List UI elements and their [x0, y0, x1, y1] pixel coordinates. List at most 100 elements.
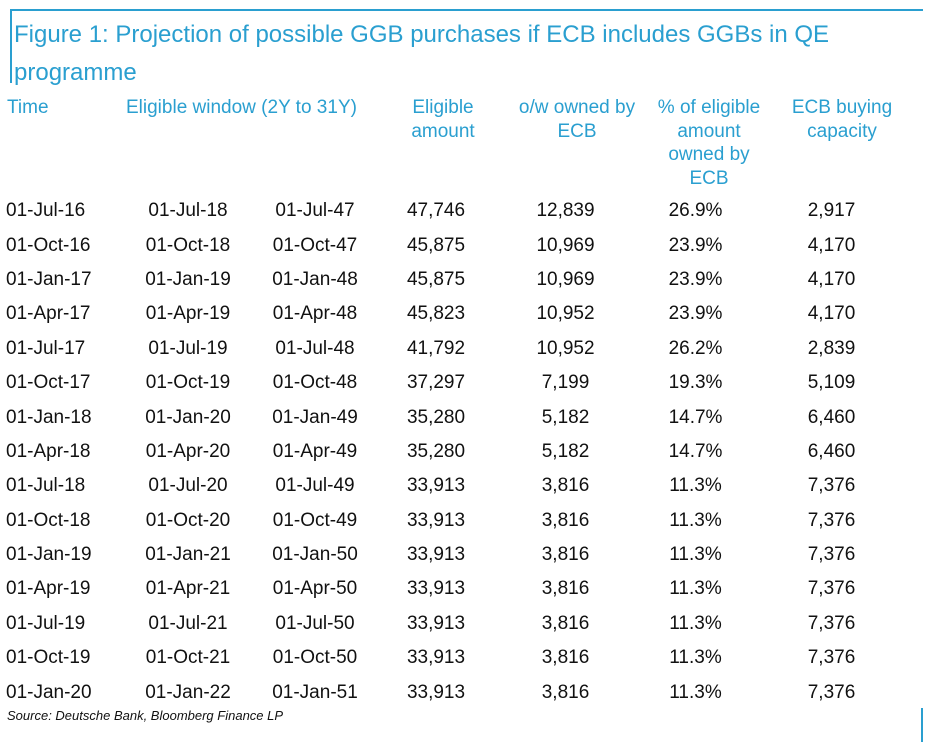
cell-time: 01-Apr-18 — [6, 440, 91, 462]
cell-owned-by-ecb: 5,182 — [541, 406, 590, 428]
cell-buying-capacity: 6,460 — [807, 440, 856, 462]
cell-eligible-amount: 33,913 — [406, 509, 466, 531]
table-row: 01-Apr-17 01-Apr-19 01-Apr-48 45,823 10,952 2… — [0, 297, 910, 331]
table-row: 01-Jan-17 01-Jan-19 01-Jan-48 45,875 10,969 2… — [0, 263, 910, 297]
cell-eligible-amount: 33,913 — [406, 578, 466, 600]
cell-window-start: 01-Oct-19 — [145, 372, 231, 394]
cell-window-start: 01-Apr-20 — [145, 440, 231, 462]
cell-owned-by-ecb: 5,182 — [541, 440, 590, 462]
header-time: Time — [7, 97, 49, 118]
cell-time: 01-Jan-19 — [6, 544, 92, 566]
cell-owned-by-ecb: 3,816 — [541, 509, 590, 531]
cell-window-end: 01-Jan-51 — [272, 681, 358, 703]
cell-time: 01-Jul-18 — [6, 475, 86, 497]
cell-pct-owned: 11.3% — [669, 578, 722, 600]
cell-window-start: 01-Jul-19 — [148, 337, 228, 359]
cell-eligible-amount: 37,297 — [406, 372, 466, 394]
cell-eligible-amount: 33,913 — [406, 681, 466, 703]
header-buying-capacity: ECB buying capacity — [791, 97, 893, 142]
cell-buying-capacity: 7,376 — [807, 578, 856, 600]
cell-time: 01-Jan-18 — [6, 406, 92, 428]
table-row: 01-Apr-19 01-Apr-21 01-Apr-50 33,913 3,816 11… — [0, 572, 910, 606]
left-border-rule — [10, 9, 12, 83]
header-eligible-amount: Eligible amount — [411, 97, 475, 142]
cell-eligible-amount: 35,280 — [406, 406, 466, 428]
cell-pct-owned: 11.3% — [669, 612, 722, 634]
cell-window-end: 01-Apr-48 — [272, 303, 358, 325]
cell-eligible-amount: 33,913 — [406, 647, 466, 669]
cell-eligible-amount: 45,823 — [406, 303, 466, 325]
cell-pct-owned: 23.9% — [668, 303, 723, 325]
cell-window-start: 01-Jan-22 — [145, 681, 231, 703]
cell-owned-by-ecb: 10,952 — [536, 303, 595, 325]
cell-window-end: 01-Jul-48 — [275, 337, 355, 359]
cell-eligible-amount: 35,280 — [406, 440, 466, 462]
cell-time: 01-Oct-17 — [6, 372, 91, 394]
cell-owned-by-ecb: 7,199 — [541, 372, 590, 394]
cell-pct-owned: 11.3% — [669, 475, 722, 497]
cell-buying-capacity: 7,376 — [807, 647, 856, 669]
header-owned-by-ecb: o/w owned by ECB — [518, 97, 636, 142]
cell-pct-owned: 11.3% — [669, 647, 722, 669]
cell-window-start: 01-Jan-19 — [145, 268, 231, 290]
cell-pct-owned: 11.3% — [669, 681, 722, 703]
table-row: 01-Jan-20 01-Jan-22 01-Jan-51 33,913 3,816 11… — [0, 675, 910, 709]
cell-window-start: 01-Jul-18 — [148, 200, 228, 222]
cell-window-end: 01-Oct-50 — [272, 647, 358, 669]
cell-pct-owned: 26.2% — [668, 337, 723, 359]
cell-window-end: 01-Jul-49 — [275, 475, 355, 497]
table-row: 01-Jul-17 01-Jul-19 01-Jul-48 41,792 10,952 2… — [0, 332, 910, 366]
table-row: 01-Jan-19 01-Jan-21 01-Jan-50 33,913 3,816 11… — [0, 538, 910, 572]
cell-window-start: 01-Jul-21 — [148, 612, 228, 634]
cell-window-start: 01-Oct-18 — [145, 234, 231, 256]
cell-window-start: 01-Apr-21 — [145, 578, 231, 600]
cell-window-end: 01-Apr-49 — [272, 440, 358, 462]
table-row: 01-Oct-19 01-Oct-21 01-Oct-50 33,913 3,816 11… — [0, 641, 910, 675]
cell-owned-by-ecb: 10,969 — [536, 268, 595, 290]
cell-window-end: 01-Oct-48 — [272, 372, 358, 394]
cell-time: 01-Apr-19 — [6, 578, 91, 600]
cell-pct-owned: 14.7% — [668, 440, 723, 462]
cell-eligible-amount: 41,792 — [406, 337, 466, 359]
table-row: 01-Oct-16 01-Oct-18 01-Oct-47 45,875 10,969 2… — [0, 228, 910, 262]
header-pct-owned: % of eligible amount owned by ECB — [657, 97, 761, 189]
cell-window-end: 01-Oct-47 — [272, 234, 358, 256]
projection-table: 01-Jul-16 01-Jul-18 01-Jul-47 47,746 12,839 2… — [0, 194, 910, 710]
cell-window-start: 01-Apr-19 — [145, 303, 231, 325]
cell-time: 01-Jul-16 — [6, 200, 86, 222]
cell-buying-capacity: 7,376 — [807, 544, 856, 566]
cell-pct-owned: 11.3% — [669, 509, 722, 531]
cell-owned-by-ecb: 3,816 — [541, 647, 590, 669]
cell-window-end: 01-Jan-50 — [272, 544, 358, 566]
cell-owned-by-ecb: 3,816 — [541, 544, 590, 566]
cell-buying-capacity: 7,376 — [807, 612, 856, 634]
table-row: 01-Jul-19 01-Jul-21 01-Jul-50 33,913 3,816 11… — [0, 607, 910, 641]
cell-buying-capacity: 2,917 — [807, 200, 856, 222]
table-body: 01-Jul-16 01-Jul-18 01-Jul-47 47,746 12,839 2… — [0, 194, 910, 710]
cell-time: 01-Jan-17 — [6, 268, 92, 290]
cell-buying-capacity: 5,109 — [807, 372, 856, 394]
table-row: 01-Jan-18 01-Jan-20 01-Jan-49 35,280 5,182 14… — [0, 400, 910, 434]
table-row: 01-Jul-18 01-Jul-20 01-Jul-49 33,913 3,816 11… — [0, 469, 910, 503]
cell-eligible-amount: 47,746 — [406, 200, 466, 222]
cell-time: 01-Apr-17 — [6, 303, 91, 325]
cell-window-start: 01-Jan-20 — [145, 406, 231, 428]
cell-owned-by-ecb: 12,839 — [536, 200, 595, 222]
figure-title: Figure 1: Projection of possible GGB pur… — [14, 21, 830, 86]
cell-window-end: 01-Jul-50 — [275, 612, 355, 634]
cell-eligible-amount: 33,913 — [406, 612, 466, 634]
table-row: 01-Jul-16 01-Jul-18 01-Jul-47 47,746 12,839 2… — [0, 194, 910, 228]
cell-window-end: 01-Jul-47 — [275, 200, 355, 222]
cell-buying-capacity: 4,170 — [807, 303, 856, 325]
cell-time: 01-Jul-19 — [6, 612, 86, 634]
cell-owned-by-ecb: 10,969 — [536, 234, 595, 256]
cell-window-start: 01-Jul-20 — [148, 475, 228, 497]
cell-pct-owned: 19.3% — [668, 372, 723, 394]
cell-window-end: 01-Jan-49 — [272, 406, 358, 428]
cell-window-end: 01-Oct-49 — [272, 509, 358, 531]
top-border-rule — [10, 9, 923, 11]
cell-pct-owned: 23.9% — [668, 234, 723, 256]
cell-eligible-amount: 33,913 — [406, 544, 466, 566]
table-row: 01-Oct-18 01-Oct-20 01-Oct-49 33,913 3,816 11… — [0, 504, 910, 538]
cell-time: 01-Oct-16 — [6, 234, 91, 256]
